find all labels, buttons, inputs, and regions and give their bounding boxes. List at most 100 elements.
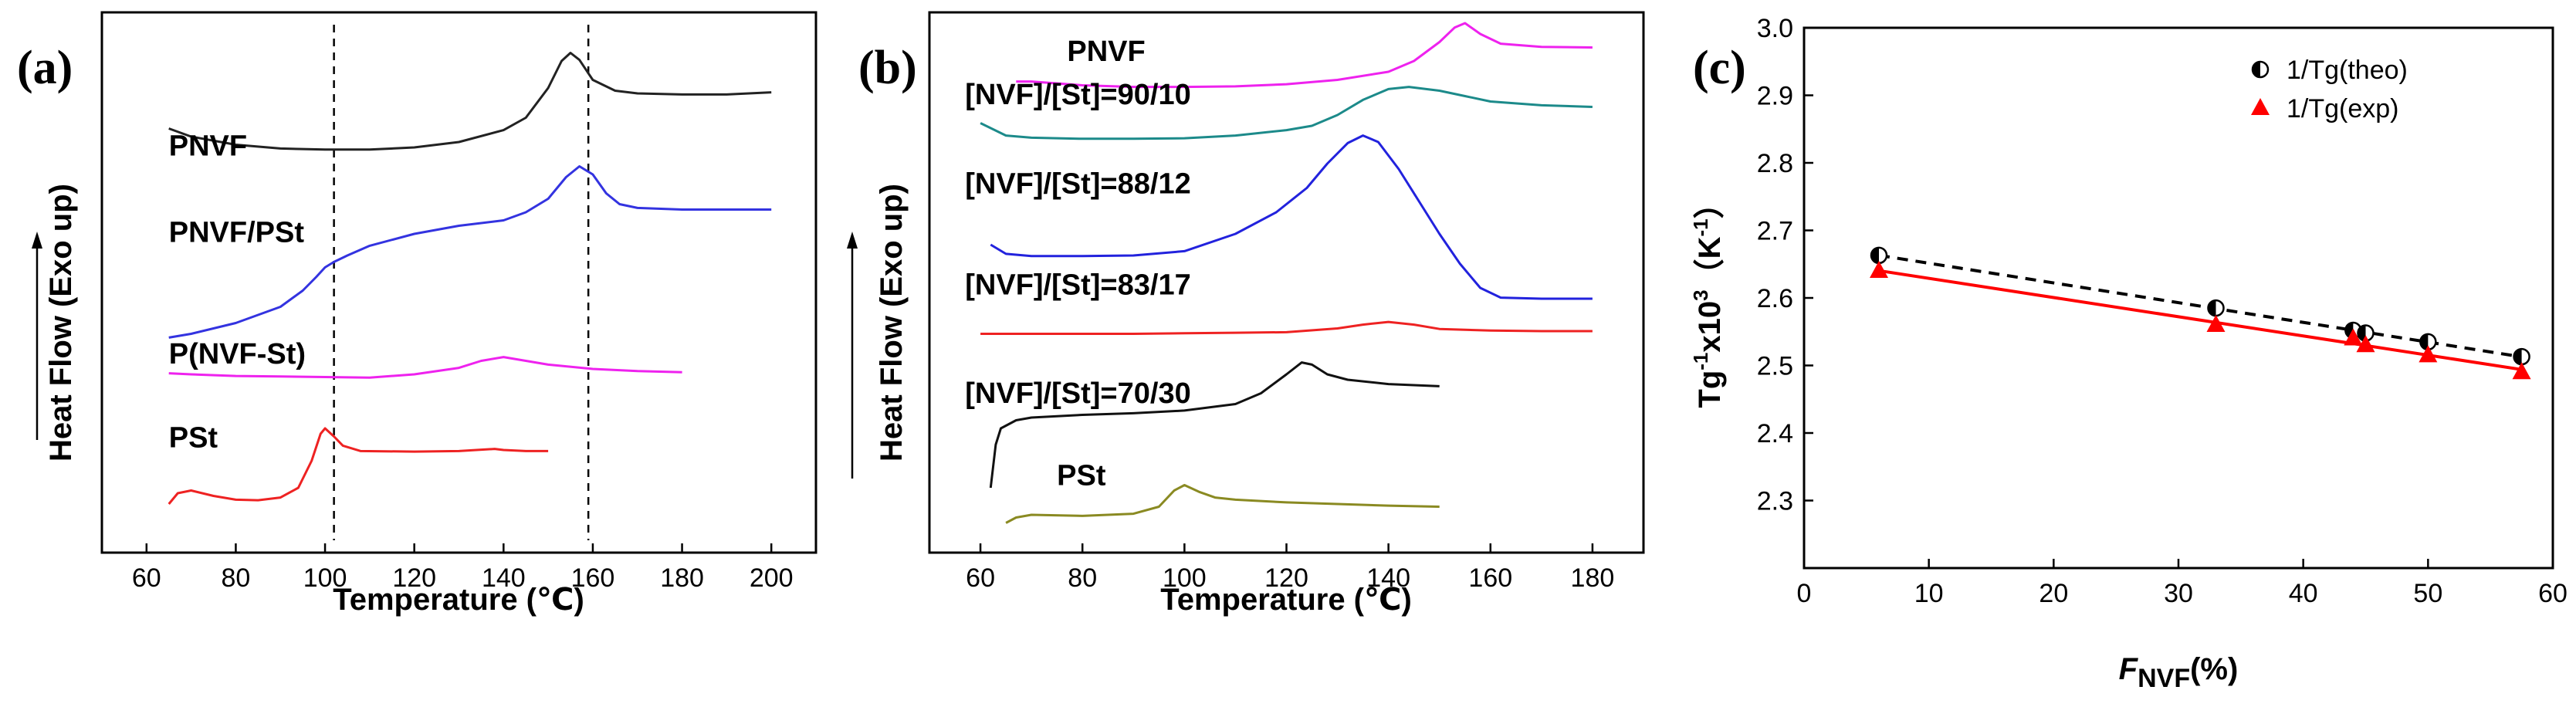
panel-c-x-label: FNVF(%) <box>2119 652 2239 693</box>
panel-c-x-tick-label: 60 <box>2538 579 2568 608</box>
panel-b-label-nvf-st-88-12: [NVF]/[St]=88/12 <box>965 168 1190 201</box>
panel-c-point-1-tg-theo <box>1870 246 1888 265</box>
panel-c-y-label-sup2: 3 <box>1689 289 1712 300</box>
panel-c-point-1-tg-theo <box>2513 347 2530 366</box>
panel-c-x-tick-label: 40 <box>2289 579 2318 608</box>
panel-c-point-1-tg-exp <box>2512 362 2531 380</box>
panel-c-y-tick-label: 2.3 <box>1757 487 1793 516</box>
panel-c-x-label-symbol: F <box>2119 652 2139 686</box>
panel-b-curve-pnvf <box>1016 22 1593 89</box>
panel-a-x-tick-label: 60 <box>132 563 161 593</box>
panel-c-y-tick-label: 3.0 <box>1757 14 1793 43</box>
panel-c-x-axis: 0 10 20 30 40 50 60 <box>1797 559 2568 608</box>
panel-b-x-label: Temperature (℃) <box>1160 583 1412 617</box>
panel-a-letter: (a) <box>17 42 73 94</box>
panel-b-y-label-group: Heat Flow (Exo up) <box>875 184 909 462</box>
panel-b-curve-nvf-st-90-10 <box>980 86 1593 140</box>
panel-c-y-tick-label: 2.9 <box>1757 82 1793 111</box>
panel-a-x-tick-label: 80 <box>222 563 251 593</box>
panel-c-legend-marker-1-tg-exp <box>2251 98 2270 115</box>
panel-c-x-tick-label: 30 <box>2164 579 2193 608</box>
panel-c-x-tick-label: 0 <box>1797 579 1812 608</box>
panel-c-fit-lines <box>1878 253 2522 371</box>
panel-b-curve-nvf-st-83-17 <box>980 320 1593 335</box>
panel-c-legend-label-1-tg-theo: 1/Tg(theo) <box>2287 56 2408 85</box>
panel-c-legend: 1/Tg(theo) 1/Tg(exp) <box>2251 56 2408 123</box>
panel-b-label-pst: PSt <box>1057 460 1106 492</box>
panel-b-x-tick-label: 100 <box>1163 563 1207 593</box>
panel-c-y-axis: 2.3 2.4 2.5 2.6 2.7 2.8 2.9 3.0 <box>1757 14 1813 516</box>
panel-a-chart: (a) 60 80 100 120 140 160 180 200 PNVFPNVF/PStP… <box>17 11 817 617</box>
panel-a-exo-arrowhead <box>32 232 42 249</box>
panel-a-curve-pst <box>168 427 549 505</box>
panel-b-x-tick-label: 60 <box>966 563 995 593</box>
panel-b-x-tick-label: 180 <box>1571 563 1615 593</box>
panel-c-point-1-tg-theo-fill <box>2420 333 2429 350</box>
panel-a-x-tick-label: 140 <box>482 563 526 593</box>
panel-a-x-tick-label: 120 <box>392 563 436 593</box>
panel-b-curve-nvf-st-88-12 <box>990 134 1593 300</box>
panel-c-point-1-tg-exp <box>2356 335 2375 353</box>
panel-c-x-tick-label: 20 <box>2039 579 2068 608</box>
panel-a-series-labels: PNVF PNVF/PSt P(NVF-St) PSt <box>169 130 306 455</box>
panel-c-point-1-tg-theo <box>2207 299 2225 317</box>
panel-a-x-axis: 60 80 100 120 140 160 180 200 <box>132 543 794 593</box>
panel-a-curve-pnvf <box>168 52 772 151</box>
panel-c-y-label-sup3: -1 <box>1689 218 1712 236</box>
panel-b-series-labels: PNVF [NVF]/[St]=90/10 [NVF]/[St]=88/12 [NVF… <box>965 36 1190 492</box>
panel-a-label-pnvf: PNVF <box>169 130 247 163</box>
panel-c-y-tick-label: 2.6 <box>1757 284 1793 313</box>
panel-c-y-label-sup1: -1 <box>1689 353 1712 370</box>
panel-c-point-1-tg-theo <box>2357 324 2375 342</box>
panel-a-curve-pnvf-pst <box>168 165 772 339</box>
panel-a-y-label: Heat Flow (Exo up) <box>44 184 78 462</box>
panel-c-x-tick-label: 50 <box>2413 579 2442 608</box>
panel-a-x-tick-label: 200 <box>750 563 794 593</box>
panel-c-point-1-tg-exp <box>2419 345 2438 363</box>
panel-c-y-label: Tg-1x103（K-1） <box>1689 188 1727 408</box>
panel-a-x-tick-label: 180 <box>660 563 704 593</box>
panel-b-x-tick-label: 160 <box>1468 563 1512 593</box>
panel-c-chart: (c) 0 10 20 30 40 50 60 2.3 2.4 2.5 2.6 2.7 2.8 2.9 3… <box>1689 14 2568 693</box>
panel-b-letter: (b) <box>858 42 917 94</box>
panel-b-x-axis: 60 80 100 120 140 160 180 <box>966 543 1614 593</box>
panel-c-y-label-unit-close: ） <box>1693 188 1727 218</box>
panel-b-label-pnvf: PNVF <box>1067 36 1145 68</box>
panel-c-point-1-tg-theo-fill <box>2513 349 2522 365</box>
panel-b-x-tick-label: 120 <box>1264 563 1308 593</box>
panel-c-y-tick-label: 2.5 <box>1757 352 1793 381</box>
panel-a-label-pnvf-pst: PNVF/PSt <box>169 217 305 249</box>
panel-c-point-1-tg-theo <box>2419 333 2437 351</box>
panel-c-legend-marker-1-tg-theo <box>2251 60 2270 79</box>
panel-a-curve-p-nvf-st <box>168 356 682 379</box>
panel-c-y-label-main: Tg <box>1693 370 1727 408</box>
panel-c-y-tick-label: 2.8 <box>1757 149 1793 178</box>
panel-c-points <box>1870 246 2531 380</box>
panel-c-x-label-unit: (%) <box>2190 652 2238 686</box>
panel-c-letter: (c) <box>1693 42 1746 94</box>
panel-c-y-label-mid: x10 <box>1693 301 1727 353</box>
panel-c-x-tick-label: 10 <box>1914 579 1944 608</box>
panel-c-y-label-group: Tg-1x103（K-1） <box>1689 188 1727 408</box>
panel-a-curves <box>168 52 772 505</box>
panel-b-curve-pst <box>1005 484 1440 524</box>
panel-b-y-label: Heat Flow (Exo up) <box>875 184 909 462</box>
panel-b-x-tick-label: 140 <box>1366 563 1410 593</box>
panel-c-point-1-tg-exp <box>2206 315 2226 332</box>
panel-a-reference-lines <box>333 25 590 540</box>
panel-a-frame <box>100 11 817 554</box>
panel-c-x-label-subscript: NVF <box>2138 664 2190 693</box>
panel-a-label-p-nvf-st: P(NVF-St) <box>169 338 306 370</box>
panel-b-exo-arrowhead <box>847 232 858 249</box>
panel-b-x-tick-label: 80 <box>1068 563 1097 593</box>
panel-b-chart: (b) 60 80 100 120 140 160 180 PNVF [NVF]/[St]=9… <box>847 11 1645 617</box>
panel-c-y-label-unit-open: （K <box>1693 236 1727 289</box>
panel-b-label-nvf-st-70-30: [NVF]/[St]=70/30 <box>965 377 1190 410</box>
panel-a-label-pst: PSt <box>169 422 218 455</box>
panel-c-point-1-tg-exp <box>2344 328 2363 346</box>
panel-c-y-tick-label: 2.7 <box>1757 217 1793 246</box>
panel-a-y-label-group: Heat Flow (Exo up) <box>44 184 78 462</box>
panel-c-legend-label-1-tg-exp: 1/Tg(exp) <box>2287 94 2399 123</box>
